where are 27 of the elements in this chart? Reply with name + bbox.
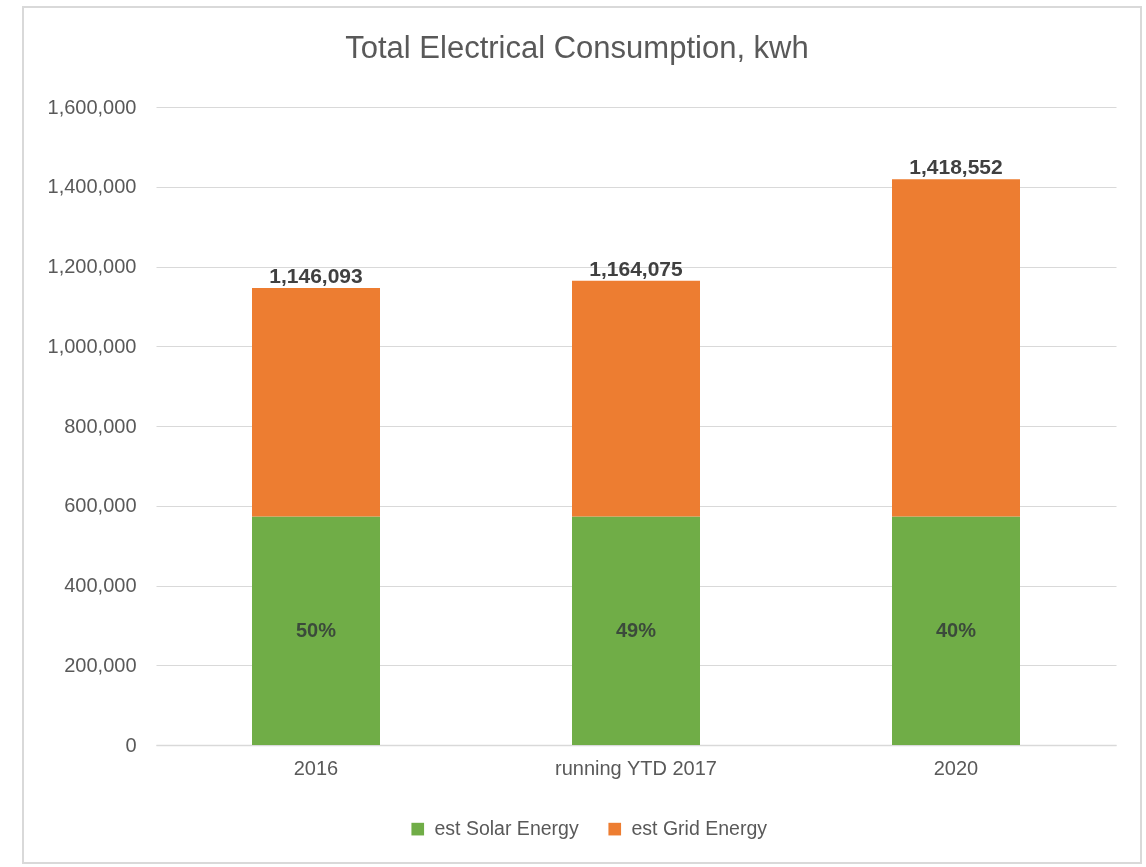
annotation: 49%: [615, 618, 657, 641]
bar: [892, 516, 1020, 745]
bar: [572, 516, 700, 745]
x-tick-label: 2020: [933, 756, 979, 779]
y-tick-label: 1,400,000: [47, 175, 137, 198]
bar: [892, 179, 1020, 517]
x-tick-label: 2016: [293, 756, 339, 779]
annotation: 40%: [935, 618, 977, 641]
total-label: 1,146,093: [269, 264, 363, 287]
y-tick-label: 0: [125, 733, 137, 756]
bar: [572, 280, 700, 517]
chart-title: Total Electrical Consumption, kwh: [345, 30, 809, 65]
y-tick-label: 400,000: [64, 574, 137, 596]
x-tick-label: running YTD 2017: [555, 756, 717, 779]
y-tick-label: 1,000,000: [47, 334, 137, 357]
y-tick-label: 200,000: [64, 653, 137, 676]
y-tick-label: 1,200,000: [47, 255, 137, 277]
bar: [252, 516, 380, 745]
bar: [252, 288, 380, 517]
annotation: 50%: [295, 618, 337, 641]
legend-label: est Solar Energy: [434, 817, 579, 840]
y-tick-label: 1,600,000: [47, 95, 137, 118]
total-label: 1,164,075: [589, 256, 684, 280]
legend-label: est Grid Energy: [631, 817, 768, 840]
total-label: 1,418,552: [909, 155, 1003, 179]
y-tick-label: 600,000: [64, 494, 137, 517]
y-tick-label: 800,000: [64, 414, 137, 437]
